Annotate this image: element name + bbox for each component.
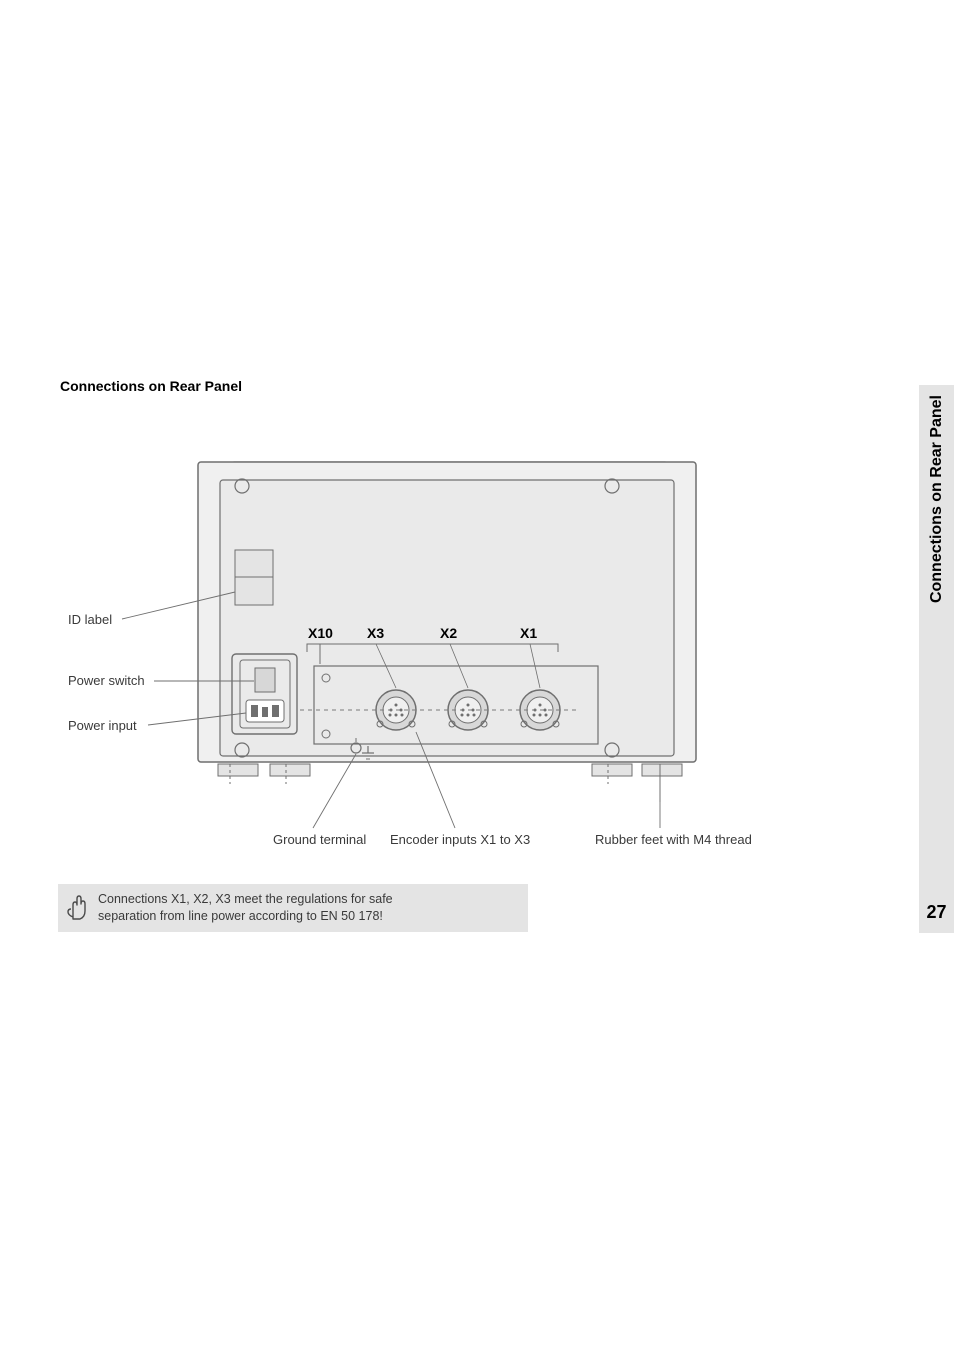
power-switch-icon[interactable] <box>255 668 275 692</box>
leader-line <box>313 754 356 828</box>
callout-ground: Ground terminal <box>273 832 366 847</box>
section-title: Connections on Rear Panel <box>60 378 242 394</box>
connector-label-x2: X2 <box>440 625 457 641</box>
page-number: 27 <box>926 902 946 923</box>
callout-power-switch: Power switch <box>68 673 145 688</box>
rubber-foot-icon <box>592 764 682 802</box>
callout-power-input: Power input <box>68 718 137 733</box>
side-tab: Connections on Rear Panel 27 <box>919 385 954 933</box>
callout-id-label: ID label <box>68 612 112 627</box>
note-line1: Connections X1, X2, X3 meet the regulati… <box>98 892 393 906</box>
note-text: Connections X1, X2, X3 meet the regulati… <box>98 891 405 925</box>
callout-rubber-feet: Rubber feet with M4 thread <box>595 832 752 847</box>
rubber-foot-icon <box>218 764 310 784</box>
note-hand-icon <box>58 891 98 926</box>
connector-label-x10: X10 <box>308 625 333 641</box>
page: Connections on Rear Panel <box>0 0 954 1351</box>
callout-encoder: Encoder inputs X1 to X3 <box>390 832 530 847</box>
side-tab-title: Connections on Rear Panel <box>928 395 946 603</box>
connector-label-x3: X3 <box>367 625 384 641</box>
connector-label-x1: X1 <box>520 625 537 641</box>
note-line2: separation from line power according to … <box>98 909 383 923</box>
rear-panel-diagram: X10 X3 X2 X1 ID label Power switch Power… <box>60 420 840 840</box>
note-box: Connections X1, X2, X3 meet the regulati… <box>58 884 528 932</box>
